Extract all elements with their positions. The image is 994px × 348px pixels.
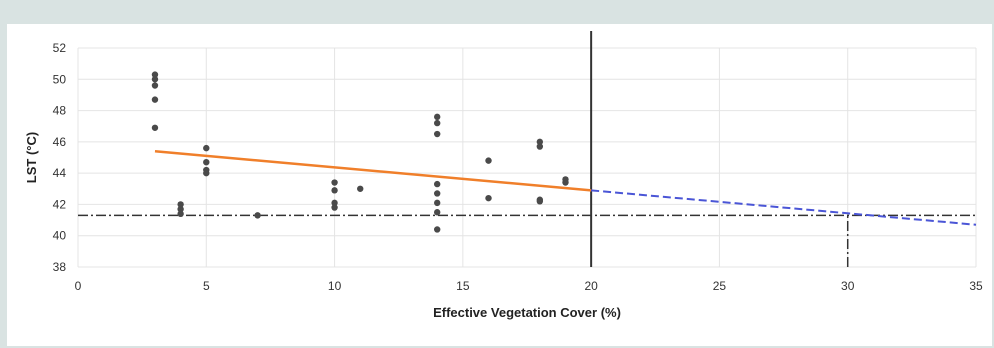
data-point xyxy=(434,180,441,188)
x-tick-label: 15 xyxy=(456,279,470,293)
x-tick-label: 5 xyxy=(203,279,210,293)
projected-trend-line xyxy=(591,189,977,226)
data-point xyxy=(434,209,441,216)
trend-line xyxy=(154,149,592,192)
data-point xyxy=(434,199,441,207)
reference-lines xyxy=(78,31,976,267)
data-point xyxy=(434,226,441,233)
data-point xyxy=(203,169,210,177)
tick-labels: 38 40 42 44 46 48 50 52 0 5 10 15 20 25 30 35 xyxy=(53,41,983,293)
data-point xyxy=(203,158,210,166)
chart-panel xyxy=(7,24,992,346)
data-point xyxy=(485,157,492,164)
y-tick-label: 46 xyxy=(53,135,67,149)
data-point xyxy=(203,144,210,152)
data-point xyxy=(434,113,441,121)
y-tick-label: 38 xyxy=(53,260,67,274)
x-tick-label: 35 xyxy=(969,279,983,293)
data-point xyxy=(177,205,184,213)
x-tick-label: 20 xyxy=(584,279,598,293)
data-point xyxy=(177,201,184,208)
trend-lines xyxy=(154,149,977,226)
data-point xyxy=(536,143,544,150)
x-tick-label: 25 xyxy=(713,279,727,293)
x-tick-label: 10 xyxy=(328,279,342,293)
y-tick-label: 42 xyxy=(53,197,67,211)
data-point xyxy=(357,185,364,192)
y-tick-label: 50 xyxy=(53,72,67,86)
data-point xyxy=(254,212,261,219)
y-tick-label: 48 xyxy=(53,104,67,118)
data-point xyxy=(331,179,338,186)
data-point xyxy=(331,204,338,211)
data-point xyxy=(331,187,338,194)
data-point xyxy=(151,82,159,89)
data-point xyxy=(331,199,338,207)
data-point xyxy=(151,124,159,131)
data-point xyxy=(536,138,544,146)
data-point xyxy=(151,96,159,103)
x-tick-label: 0 xyxy=(75,279,82,293)
data-point xyxy=(434,130,441,138)
data-point xyxy=(177,210,184,218)
gridlines xyxy=(77,47,977,268)
data-point xyxy=(536,198,544,205)
y-tick-label: 40 xyxy=(53,229,67,243)
y-axis-title: LST (°C) xyxy=(24,132,39,183)
y-tick-label: 52 xyxy=(53,41,67,55)
data-point xyxy=(151,71,159,78)
data-point xyxy=(151,76,159,83)
data-point xyxy=(434,190,441,197)
x-tick-label: 30 xyxy=(841,279,855,293)
x-axis-title: Effective Vegetation Cover (%) xyxy=(433,305,621,320)
data-point xyxy=(562,179,569,186)
data-point xyxy=(434,119,441,127)
y-tick-label: 44 xyxy=(53,166,67,180)
data-point xyxy=(485,194,492,202)
data-points xyxy=(151,71,569,233)
